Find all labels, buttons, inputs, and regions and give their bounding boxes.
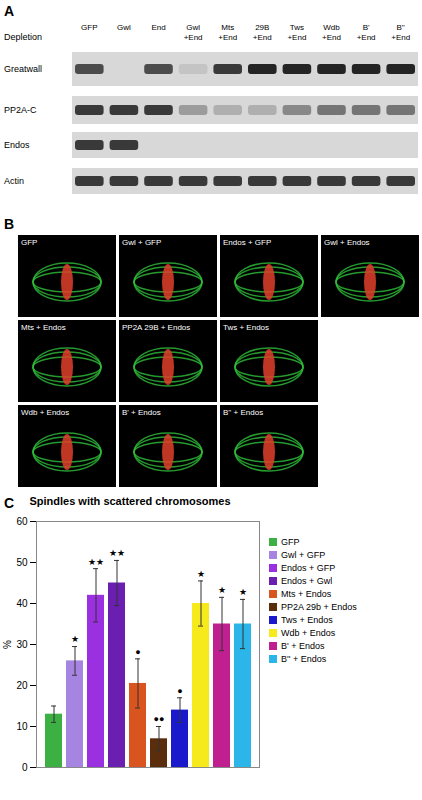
svg-text:%: % — [2, 640, 13, 649]
svg-text:Gwl + Endos: Gwl + Endos — [324, 238, 370, 247]
svg-text:●●: ●● — [154, 714, 165, 724]
svg-text:PP2A-C: PP2A-C — [4, 105, 37, 115]
html-text:GFP: GFP — [281, 537, 300, 547]
svg-text:★: ★ — [239, 587, 247, 597]
svg-text:Mts + Endos: Mts + Endos — [21, 323, 66, 332]
svg-text:Endos: Endos — [4, 140, 30, 150]
svg-text:★: ★ — [197, 569, 205, 579]
svg-text:GFP: GFP — [21, 238, 37, 247]
html-text:B'' + Endos: B'' + Endos — [281, 654, 327, 664]
svg-text:●: ● — [177, 686, 182, 696]
svg-text:B: B — [4, 216, 14, 232]
svg-text:★★: ★★ — [109, 548, 125, 558]
svg-text:Tws + Endos: Tws + Endos — [223, 323, 269, 332]
html-text:Tws + Endos: Tws + Endos — [281, 615, 333, 625]
svg-text:Mts+End: Mts+End — [218, 23, 237, 42]
svg-text:B'+End: B'+End — [357, 23, 376, 42]
svg-text:B''+End: B''+End — [391, 23, 410, 42]
svg-text:PP2A 29B + Endos: PP2A 29B + Endos — [122, 323, 190, 332]
svg-text:GFP: GFP — [81, 23, 97, 32]
svg-text:Depletion: Depletion — [4, 32, 42, 42]
svg-text:Actin: Actin — [4, 176, 24, 186]
svg-text:30: 30 — [16, 639, 28, 650]
html-text:PP2A 29b + Endos: PP2A 29b + Endos — [281, 602, 357, 612]
svg-text:Gwl+End: Gwl+End — [184, 23, 203, 42]
svg-text:B'' + Endos: B'' + Endos — [223, 408, 263, 417]
svg-text:Tws+End: Tws+End — [287, 23, 306, 42]
svg-text:60: 60 — [16, 516, 28, 527]
html-text:Gwl + GFP: Gwl + GFP — [281, 550, 326, 560]
svg-text:20: 20 — [16, 680, 28, 691]
svg-text:Gwl + GFP: Gwl + GFP — [122, 238, 161, 247]
svg-text:40: 40 — [16, 598, 28, 609]
html-text:B' + Endos: B' + Endos — [281, 641, 325, 651]
svg-text:50: 50 — [16, 557, 28, 568]
svg-text:★★: ★★ — [88, 557, 104, 567]
svg-text:A: A — [4, 3, 14, 19]
html-text:Endos + GFP: Endos + GFP — [281, 563, 336, 573]
svg-text:10: 10 — [16, 721, 28, 732]
html-text:Wdb + Endos: Wdb + Endos — [281, 628, 336, 638]
html-text:Mts + Endos: Mts + Endos — [281, 589, 332, 599]
svg-text:End: End — [151, 23, 165, 32]
svg-text:Wdb+End: Wdb+End — [322, 23, 341, 42]
html-text:Spindles with scattered chromo: Spindles with scattered chromosomes — [29, 495, 231, 507]
svg-text:Greatwall: Greatwall — [4, 64, 42, 74]
svg-text:★: ★ — [218, 585, 226, 595]
html-text:C: C — [4, 495, 15, 511]
svg-text:29B+End: 29B+End — [253, 23, 272, 42]
svg-text:0: 0 — [22, 762, 28, 773]
svg-text:Gwl: Gwl — [117, 23, 131, 32]
svg-text:Endos + GFP: Endos + GFP — [223, 238, 271, 247]
svg-text:★: ★ — [71, 634, 79, 644]
html-text:Endos + Gwl: Endos + Gwl — [281, 576, 333, 586]
svg-text:Wdb + Endos: Wdb + Endos — [21, 408, 69, 417]
svg-text:●: ● — [135, 647, 140, 657]
svg-text:B' + Endos: B' + Endos — [122, 408, 161, 417]
